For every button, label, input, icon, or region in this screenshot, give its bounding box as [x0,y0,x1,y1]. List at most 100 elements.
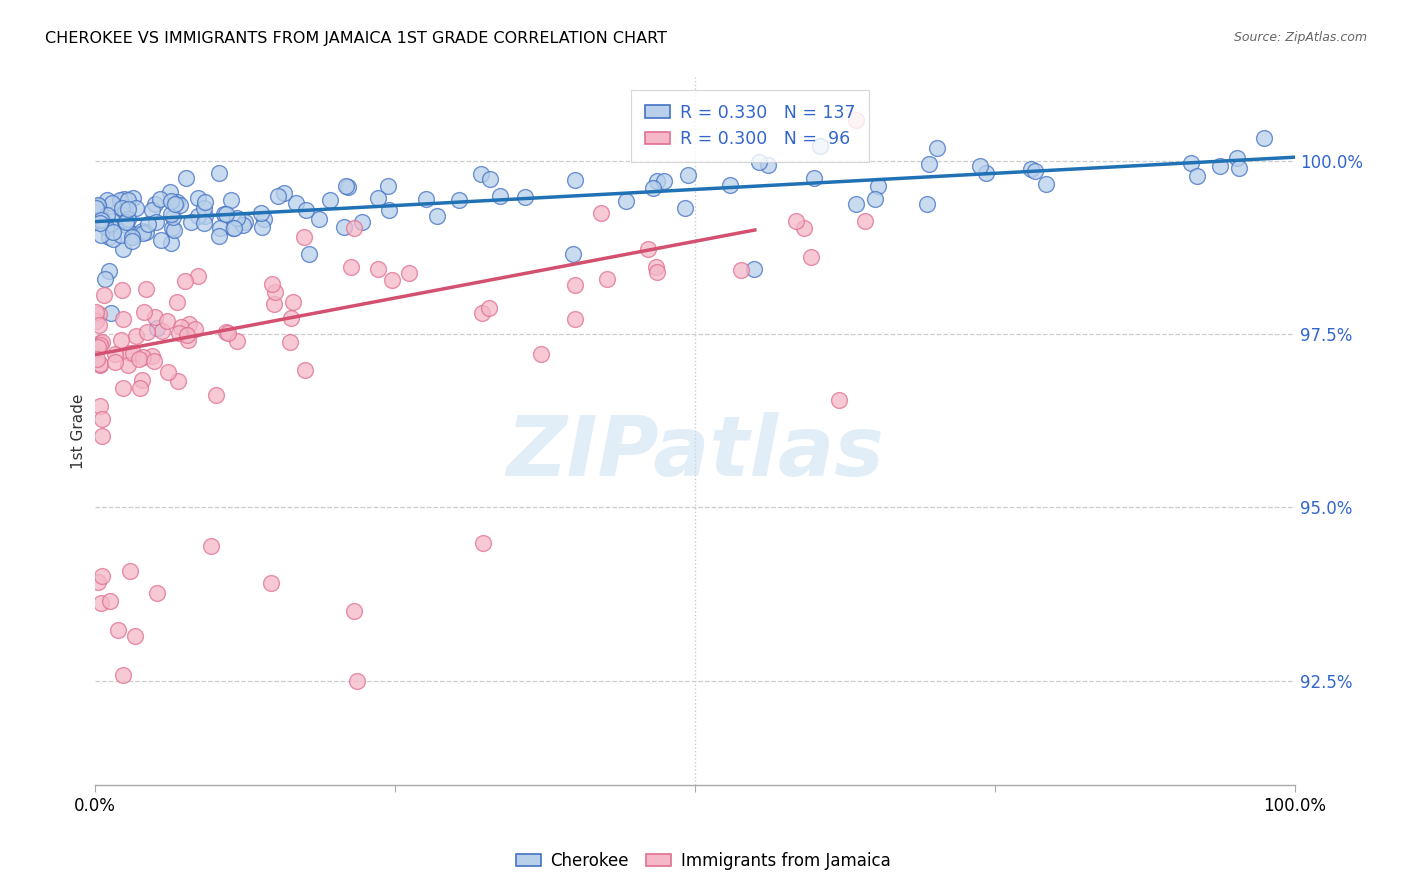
Point [94,219,117,234]
Point [97,264,120,278]
Point [250,205,273,219]
Point [91,217,114,231]
Point [125,201,148,215]
Point [187,209,209,223]
Point [90,596,112,610]
Point [117,212,139,227]
Point [742,262,765,277]
Point [121,346,143,360]
Point [645,174,668,188]
Point [225,211,247,225]
Point [107,624,129,638]
Point [479,172,502,186]
Point [91,429,114,443]
Text: Source: ZipAtlas.com: Source: ZipAtlas.com [1233,31,1367,45]
Point [267,189,290,203]
Point [215,325,238,339]
Point [260,576,283,591]
Point [96,207,118,221]
Point [141,349,163,363]
Point [339,260,361,275]
Point [167,374,190,388]
Point [167,326,190,340]
Point [225,334,247,348]
Point [336,179,359,194]
Point [1209,159,1232,173]
Point [398,266,420,280]
Point [471,306,494,320]
Point [614,194,637,208]
Point [100,214,122,228]
Point [87,306,110,320]
Point [264,285,287,300]
Point [159,185,181,199]
Point [673,201,696,215]
Point [1019,162,1042,177]
Point [208,221,231,235]
Point [294,363,316,377]
Point [124,329,146,343]
Point [156,314,179,328]
Point [176,328,198,343]
Point [103,221,125,235]
Point [1024,164,1046,178]
Point [280,311,302,326]
Point [111,381,134,395]
Point [1226,151,1249,165]
Point [718,178,741,192]
Point [111,667,134,681]
Point [136,326,159,340]
Point [591,206,613,220]
Point [803,170,825,185]
Point [89,357,111,371]
Point [515,190,537,204]
Point [184,322,207,336]
Point [89,337,111,351]
Point [974,165,997,179]
Point [969,159,991,173]
Point [367,191,389,205]
Point [90,227,112,242]
Point [845,196,868,211]
Point [208,228,231,243]
Point [131,373,153,387]
Point [84,314,107,328]
Point [91,211,114,226]
Point [285,195,308,210]
Point [114,202,136,216]
Point [122,227,145,241]
Point [84,201,107,215]
Point [111,312,134,326]
Point [927,141,949,155]
Point [292,230,315,244]
Point [730,263,752,277]
Point [828,393,851,408]
Point [84,305,107,319]
Point [643,180,665,194]
Point [124,629,146,643]
Point [915,197,938,211]
Point [104,347,127,361]
Point [104,355,127,369]
Point [219,193,242,207]
Point [87,574,110,589]
Point [222,221,245,235]
Y-axis label: 1st Grade: 1st Grade [72,393,86,469]
Point [143,197,166,211]
Point [561,247,583,261]
Point [86,198,108,212]
Point [128,351,150,366]
Point [89,204,111,219]
Point [263,297,285,311]
Point [89,336,111,351]
Point [378,202,401,217]
Point [426,209,449,223]
Point [96,193,118,207]
Point [352,215,374,229]
Point [174,171,197,186]
Point [367,261,389,276]
Point [87,339,110,353]
Point [471,536,494,550]
Point [103,226,125,240]
Point [120,346,142,360]
